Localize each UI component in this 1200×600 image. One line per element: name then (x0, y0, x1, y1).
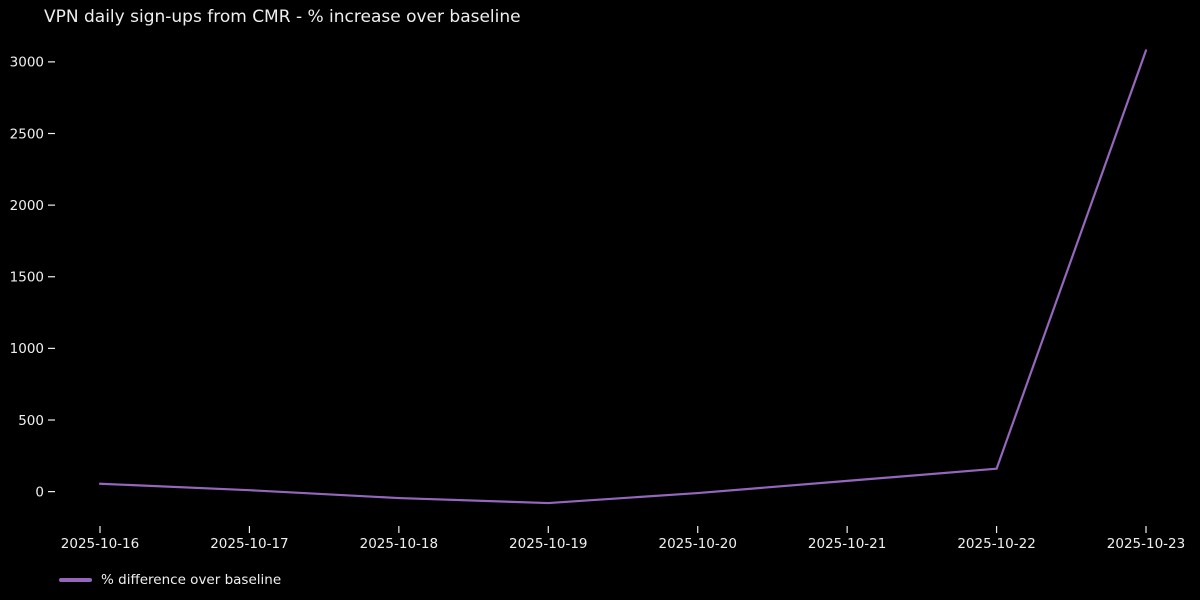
y-tick-label: 0 (35, 484, 44, 500)
x-tick-label: 2025-10-16 (61, 536, 139, 552)
legend-line-swatch (59, 578, 92, 582)
x-tick-label: 2025-10-23 (1107, 536, 1185, 552)
chart-title: VPN daily sign-ups from CMR - % increase… (44, 7, 521, 27)
x-tick-label: 2025-10-21 (808, 536, 886, 552)
data-line (98, 49, 1148, 505)
y-tick-label: 1500 (10, 270, 44, 286)
x-tick-label: 2025-10-20 (658, 536, 736, 552)
y-tick-label: 2500 (10, 126, 44, 142)
legend-series-label: % difference over baseline (101, 572, 282, 588)
x-tick-label: 2025-10-22 (957, 536, 1035, 552)
y-tick-label: 3000 (10, 55, 44, 71)
y-tick-label: 1000 (10, 341, 44, 357)
x-tick-label: 2025-10-17 (210, 536, 288, 552)
x-tick-label: 2025-10-18 (360, 536, 438, 552)
legend: % difference over baseline (59, 571, 281, 589)
y-tick-label: 2000 (10, 198, 44, 214)
y-tick-label: 500 (18, 413, 44, 429)
x-tick-label: 2025-10-19 (509, 536, 587, 552)
